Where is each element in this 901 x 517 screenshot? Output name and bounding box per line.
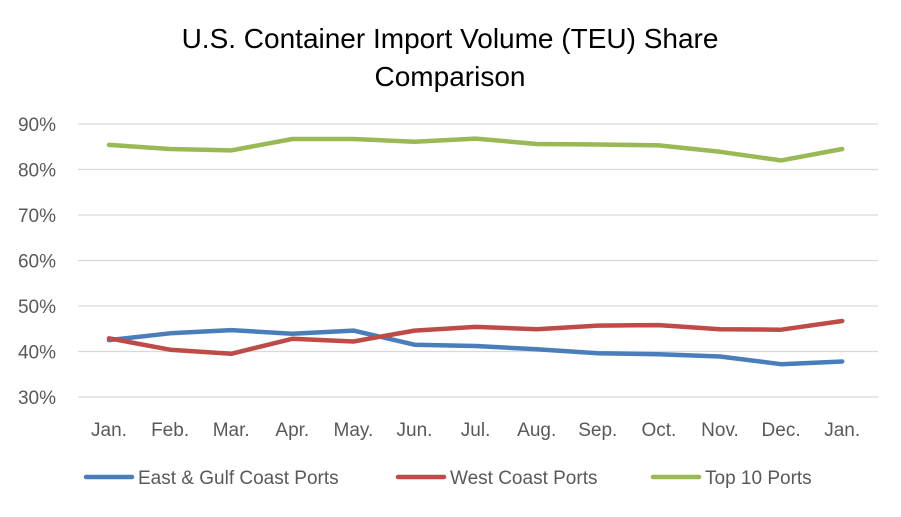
- x-tick-label: Jan.: [824, 420, 860, 441]
- chart-title-line-2: Comparison: [375, 61, 526, 92]
- x-tick-label: Jun.: [397, 420, 433, 441]
- legend-label: West Coast Ports: [450, 468, 597, 489]
- y-tick-label: 70%: [18, 206, 56, 227]
- y-tick-label: 60%: [18, 252, 56, 273]
- y-tick-label: 50%: [18, 297, 56, 318]
- x-tick-label: Feb.: [151, 420, 189, 441]
- chart-title-line-1: U.S. Container Import Volume (TEU) Share: [182, 23, 719, 54]
- y-tick-label: 90%: [18, 115, 56, 136]
- x-tick-label: Mar.: [213, 420, 250, 441]
- x-tick-label: Jan.: [91, 420, 127, 441]
- x-tick-label: Apr.: [275, 420, 309, 441]
- legend-label: Top 10 Ports: [705, 468, 812, 489]
- y-tick-label: 30%: [18, 388, 56, 409]
- x-tick-label: Nov.: [701, 420, 739, 441]
- y-tick-label: 40%: [18, 343, 56, 364]
- x-tick-label: Jul.: [461, 420, 491, 441]
- x-tick-label: Dec.: [762, 420, 801, 441]
- legend-label: East & Gulf Coast Ports: [138, 468, 339, 489]
- x-tick-label: Oct.: [641, 420, 676, 441]
- x-tick-label: Aug.: [517, 420, 556, 441]
- y-tick-label: 80%: [18, 161, 56, 182]
- x-tick-label: May.: [334, 420, 374, 441]
- x-tick-label: Sep.: [578, 420, 617, 441]
